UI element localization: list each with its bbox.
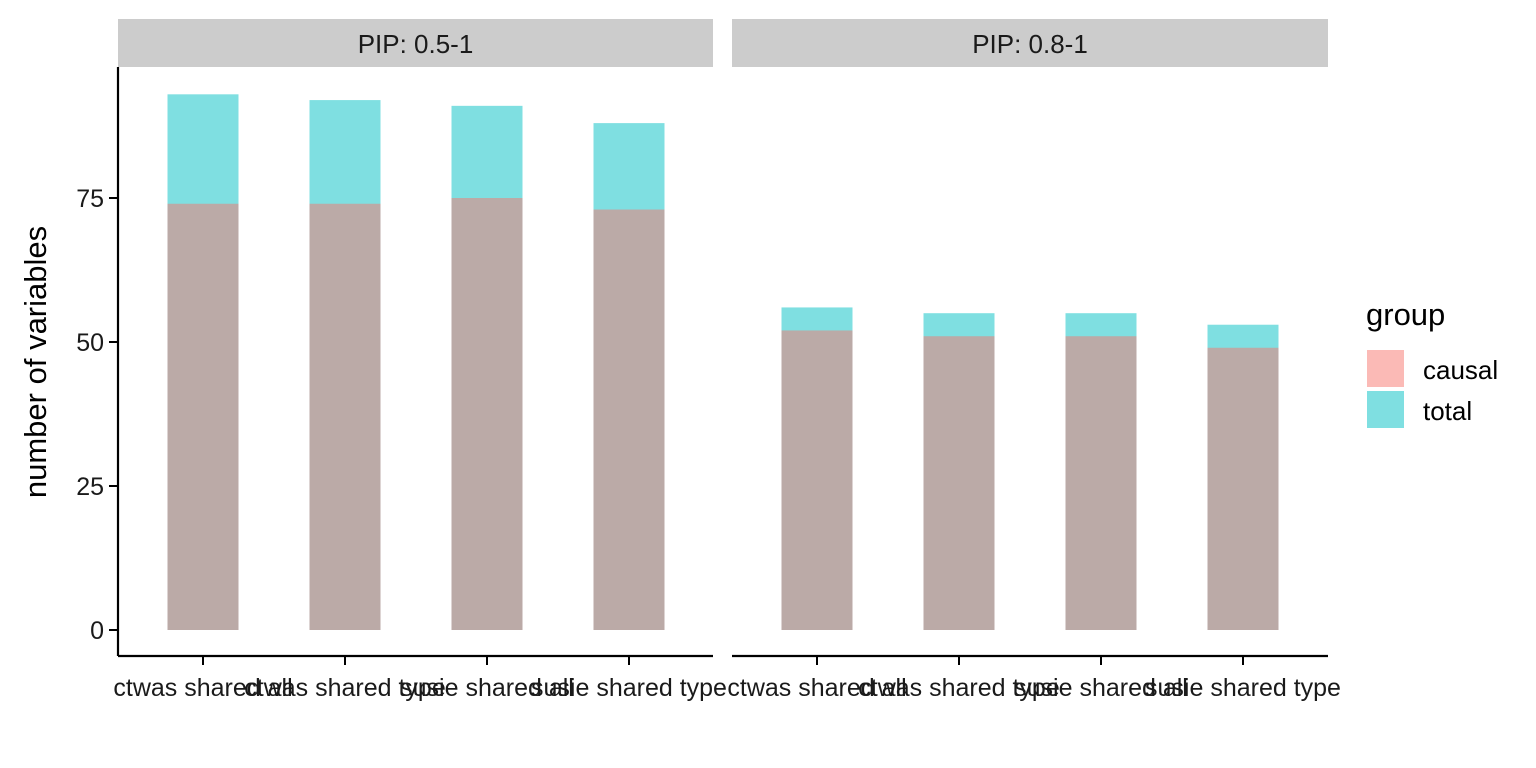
bar-causal-1 bbox=[781, 330, 853, 630]
legend-key-causal bbox=[1367, 350, 1404, 387]
x-tick-label: susie shared type bbox=[531, 674, 727, 702]
legend-label-causal: causal bbox=[1423, 355, 1498, 385]
x-tick-label: ctwas shared all bbox=[113, 674, 292, 702]
bar-causal-1 bbox=[167, 203, 239, 630]
y-tick-label: 50 bbox=[76, 329, 104, 357]
y-axis-title: number of variables bbox=[18, 226, 53, 498]
y-tick-label: 0 bbox=[90, 617, 104, 645]
x-tick-label: ctwas shared type bbox=[858, 674, 1060, 702]
y-tick-label: 25 bbox=[76, 473, 104, 501]
facet-strip-label: PIP: 0.5-1 bbox=[358, 29, 474, 59]
bar-causal-3 bbox=[1065, 336, 1137, 630]
bar-causal-2 bbox=[923, 336, 995, 630]
facet-strip-label: PIP: 0.8-1 bbox=[972, 29, 1088, 59]
bar-causal-3 bbox=[451, 198, 523, 630]
x-tick-label: ctwas shared type bbox=[244, 674, 446, 702]
bar-causal-2 bbox=[309, 203, 381, 630]
x-tick-label: susie shared all bbox=[1014, 674, 1188, 702]
x-tick-label: ctwas shared all bbox=[727, 674, 906, 702]
x-tick-label: susie shared type bbox=[1145, 674, 1341, 702]
bar-causal-4 bbox=[1207, 347, 1279, 630]
y-tick-label: 75 bbox=[76, 185, 104, 213]
legend: group causal total bbox=[1366, 297, 1498, 428]
facet-strip-background bbox=[118, 19, 713, 67]
legend-label-total: total bbox=[1423, 396, 1472, 426]
bar-causal-4 bbox=[593, 209, 665, 630]
legend-title: group bbox=[1366, 297, 1445, 332]
facet-strip-background bbox=[732, 19, 1328, 67]
legend-key-total bbox=[1367, 391, 1404, 428]
x-tick-label: susie shared all bbox=[400, 674, 574, 702]
